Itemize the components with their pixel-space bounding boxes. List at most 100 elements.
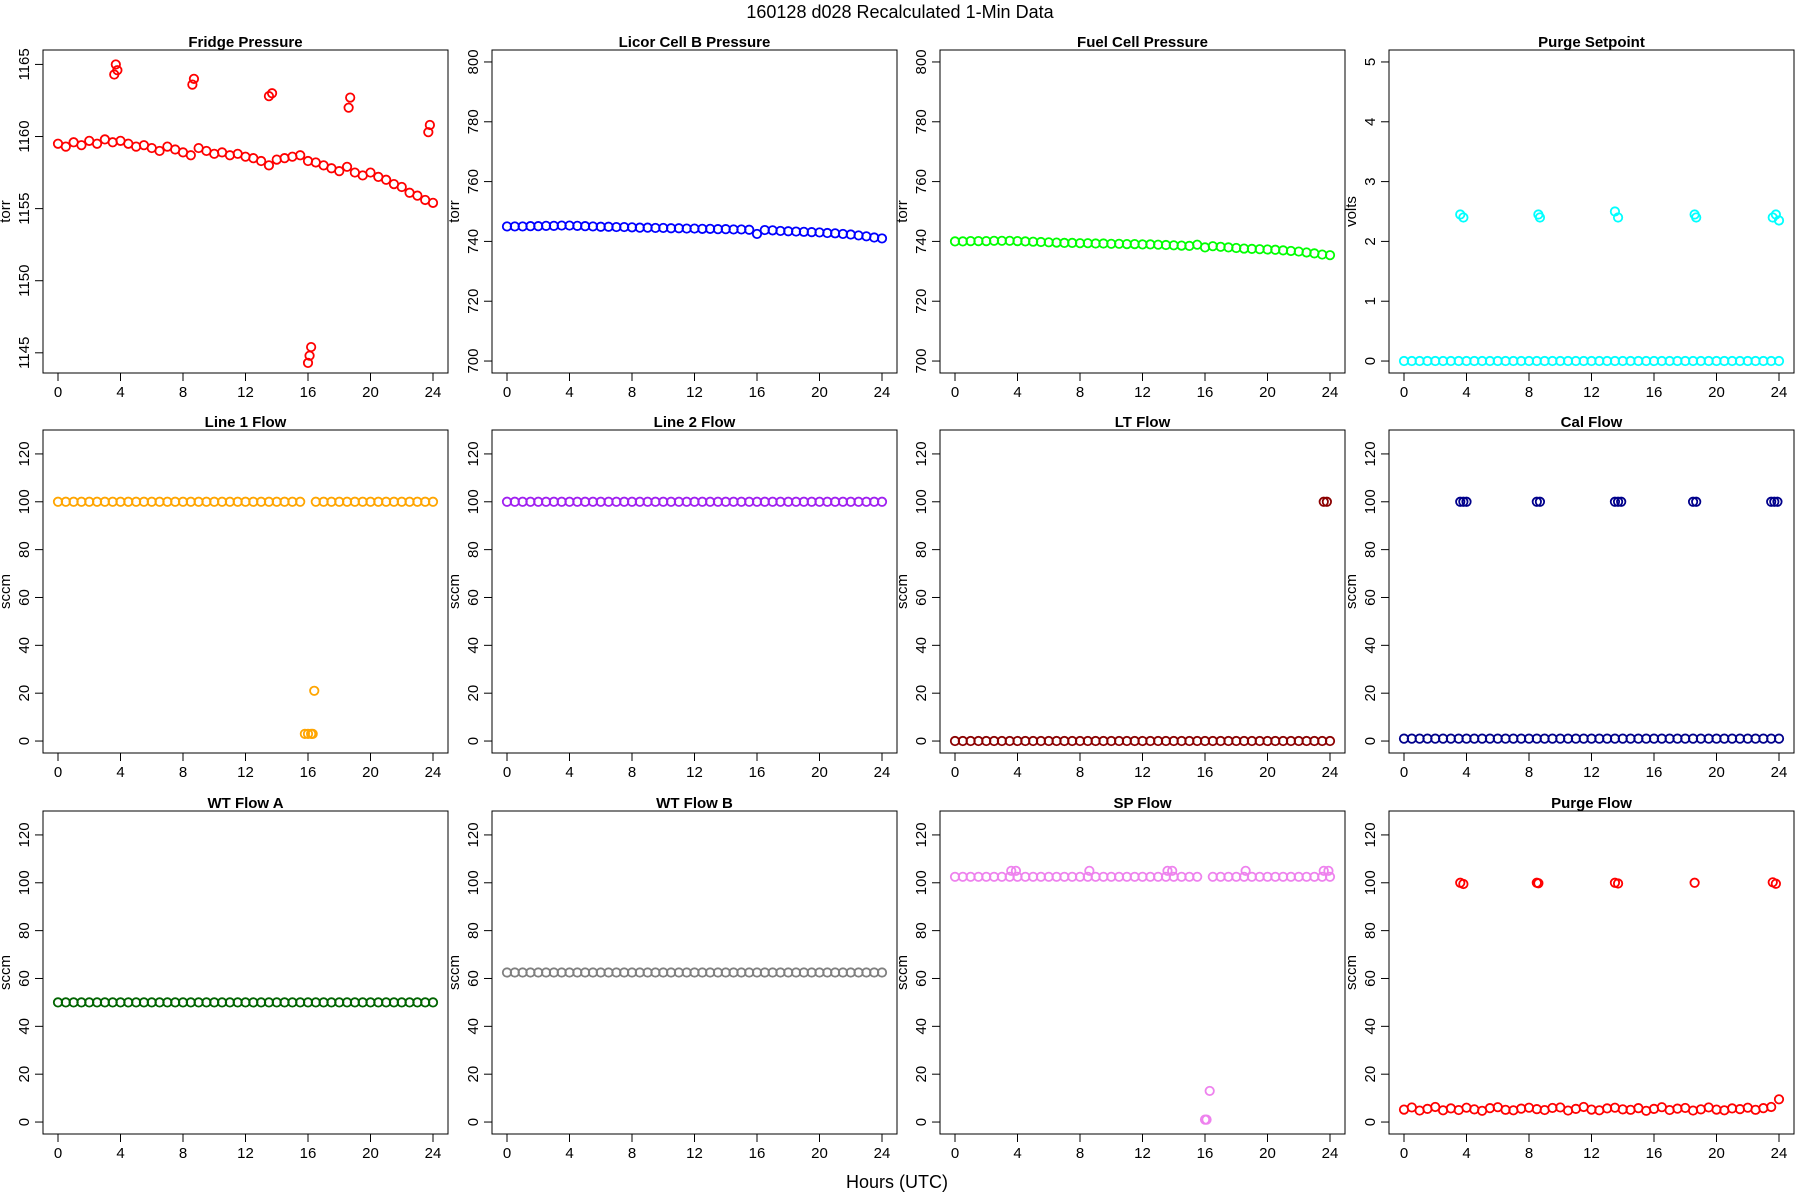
y-tick-label: 40: [16, 1018, 33, 1035]
x-tick-label: 24: [1771, 384, 1788, 401]
y-axis-label: sccm: [1343, 955, 1360, 990]
y-tick-label: 40: [1362, 1018, 1379, 1035]
point: [1458, 496, 1469, 507]
x-tick-label: 24: [874, 384, 891, 401]
y-tick-label: 100: [913, 489, 930, 514]
point: [1773, 215, 1785, 226]
x-tick-label: 12: [1134, 764, 1151, 781]
y-tick-label: 1155: [16, 192, 33, 224]
y-tick-label: 1: [1362, 297, 1379, 305]
y-tick-label: 2: [1362, 237, 1379, 245]
x-tick-label: 0: [1400, 1145, 1408, 1162]
y-tick-label: 120: [16, 441, 33, 466]
x-tick-label: 24: [1771, 1145, 1788, 1162]
point: [1770, 878, 1781, 889]
x-tick-label: 16: [749, 1145, 766, 1162]
y-tick-label: 120: [465, 822, 482, 847]
y-axis-label: volts: [1343, 196, 1360, 227]
y-axis-label: sccm: [446, 574, 463, 609]
point: [876, 496, 888, 507]
point: [427, 997, 439, 1008]
y-tick-label: 780: [465, 109, 482, 134]
panel: Line 2 Flow sccm 0 4 8 12 16 20 24 0 20 40 60 80 100 12…: [446, 414, 898, 781]
point: [1773, 733, 1785, 744]
point: [1324, 871, 1336, 882]
y-tick-label: 40: [913, 637, 930, 654]
y-tick-label: 120: [16, 822, 33, 847]
panel-title: SP Flow: [1113, 795, 1171, 812]
y-tick-label: 120: [1362, 822, 1379, 847]
panel: Fridge Pressure torr 0 4 8 12 16 20 24 1145 1150 11…: [0, 34, 449, 401]
x-tick-label: 8: [1525, 764, 1533, 781]
y-tick-label: 5: [1362, 58, 1379, 66]
x-tick-label: 4: [116, 764, 124, 781]
point: [1323, 865, 1334, 876]
point: [876, 233, 888, 244]
y-tick-label: 60: [16, 589, 33, 606]
point: [266, 88, 278, 99]
point: [1458, 878, 1469, 890]
x-axis-label: Hours (UTC): [846, 1172, 948, 1192]
point: [263, 91, 275, 102]
y-tick-label: 80: [913, 922, 930, 939]
point: [1766, 496, 1777, 507]
point: [302, 728, 314, 739]
point: [1240, 865, 1251, 876]
point: [1455, 209, 1466, 220]
panel-title: Line 2 Flow: [654, 414, 736, 431]
x-tick-label: 4: [1013, 764, 1021, 781]
point: [1324, 250, 1336, 261]
y-tick-label: 120: [465, 441, 482, 466]
point: [91, 138, 103, 149]
y-tick-label: 60: [913, 589, 930, 606]
panel: SP Flow sccm 0 4 8 12 16 20 24 0 20 40 60 80 100 120: [894, 795, 1346, 1162]
point: [263, 160, 275, 171]
point: [309, 685, 320, 696]
y-tick-label: 0: [465, 1118, 482, 1126]
y-tick-label: 100: [1362, 870, 1379, 895]
y-axis-label: torr: [446, 200, 463, 223]
plot-frame: [1388, 429, 1795, 754]
y-tick-label: 20: [1362, 685, 1379, 702]
x-tick-label: 4: [565, 384, 573, 401]
x-tick-label: 8: [628, 764, 636, 781]
point: [295, 496, 306, 507]
panel: LT Flow sccm 0 4 8 12 16 20 24 0 20 40 60 80 100 120: [894, 414, 1346, 781]
x-tick-label: 24: [425, 1145, 442, 1162]
point: [188, 73, 200, 84]
x-tick-label: 0: [503, 764, 511, 781]
x-tick-label: 0: [503, 384, 511, 401]
point: [295, 150, 306, 161]
y-tick-label: 40: [465, 1018, 482, 1035]
point: [306, 341, 317, 353]
point: [381, 174, 392, 185]
y-tick-label: 3: [1362, 177, 1379, 185]
x-tick-label: 20: [362, 764, 379, 781]
plot-frame: [1388, 810, 1795, 1135]
point: [1324, 735, 1336, 747]
y-tick-label: 740: [913, 229, 930, 254]
panel-title: Fridge Pressure: [188, 34, 302, 51]
point: [112, 65, 123, 76]
point: [1772, 496, 1783, 507]
point: [76, 140, 87, 151]
point: [1201, 1114, 1212, 1125]
plot-frame: [939, 49, 1346, 374]
point: [1455, 496, 1466, 507]
y-tick-label: 80: [465, 541, 482, 558]
x-tick-label: 12: [1134, 1145, 1151, 1162]
point: [876, 967, 888, 978]
point: [424, 119, 435, 131]
x-tick-label: 16: [300, 384, 317, 401]
x-tick-label: 16: [1646, 1145, 1663, 1162]
x-tick-label: 16: [1646, 764, 1663, 781]
x-tick-label: 24: [1771, 764, 1788, 781]
y-tick-label: 80: [913, 541, 930, 558]
point: [751, 228, 763, 240]
y-tick-label: 720: [465, 289, 482, 314]
x-tick-label: 8: [1525, 384, 1533, 401]
x-tick-label: 20: [811, 1145, 828, 1162]
panel-title: Licor Cell B Pressure: [619, 34, 771, 51]
